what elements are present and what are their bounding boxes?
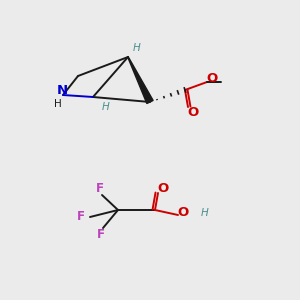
Text: H: H <box>201 208 209 218</box>
Text: H: H <box>133 43 141 53</box>
Text: N: N <box>56 85 68 98</box>
Text: F: F <box>77 209 85 223</box>
Text: F: F <box>96 182 104 194</box>
Text: O: O <box>206 71 218 85</box>
Polygon shape <box>128 57 153 104</box>
Text: H: H <box>54 99 62 109</box>
Text: O: O <box>177 206 189 218</box>
Text: H: H <box>102 102 110 112</box>
Text: F: F <box>97 229 105 242</box>
Text: O: O <box>188 106 199 118</box>
Text: O: O <box>158 182 169 194</box>
